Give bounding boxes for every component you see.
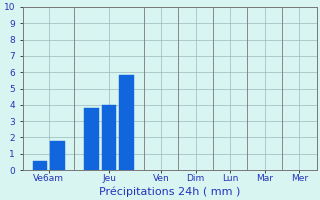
Bar: [84, 108, 99, 170]
Bar: [33, 161, 47, 170]
X-axis label: Précipitations 24h ( mm ): Précipitations 24h ( mm ): [99, 186, 240, 197]
Bar: [102, 105, 116, 170]
Bar: [50, 141, 65, 170]
Bar: [119, 75, 134, 170]
